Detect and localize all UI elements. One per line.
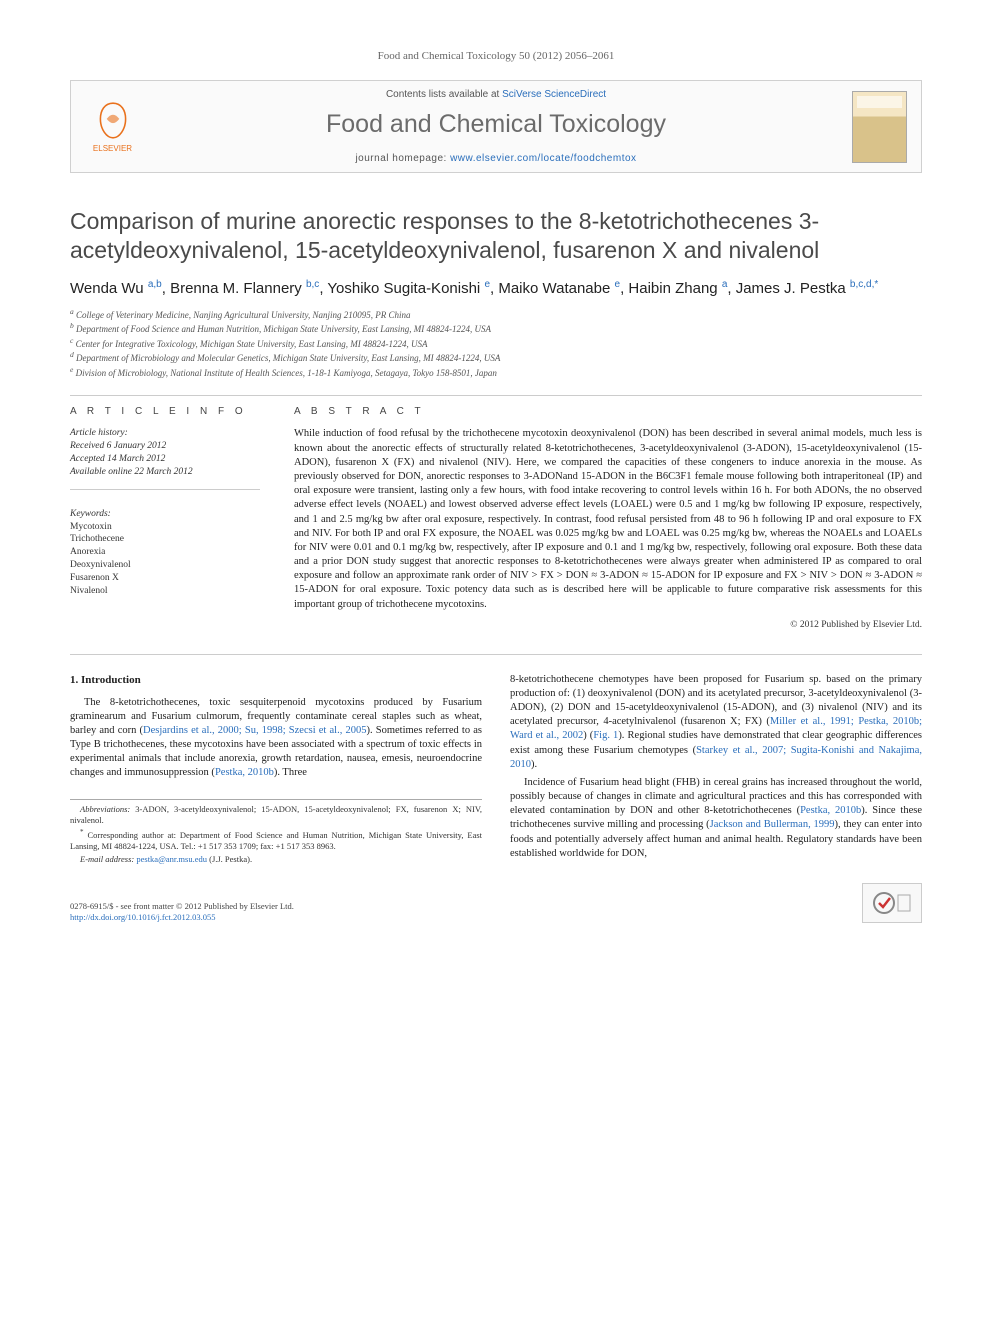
homepage-line: journal homepage: www.elsevier.com/locat… bbox=[140, 153, 852, 164]
citation-link[interactable]: Desjardins et al., 2000; Su, 1998; Szecs… bbox=[143, 725, 366, 736]
email-label: E-mail address: bbox=[80, 854, 134, 864]
affiliation-item: e Division of Microbiology, National Ins… bbox=[70, 365, 922, 380]
body-columns: 1. Introduction The 8-ketotrichothecenes… bbox=[70, 673, 922, 867]
keyword-item: Trichothecene bbox=[70, 534, 124, 544]
homepage-link[interactable]: www.elsevier.com/locate/foodchemtox bbox=[450, 153, 636, 164]
doi-link[interactable]: http://dx.doi.org/10.1016/j.fct.2012.03.… bbox=[70, 912, 216, 922]
text-fragment: ) ( bbox=[583, 730, 593, 741]
keyword-item: Nivalenol bbox=[70, 586, 107, 596]
keyword-item: Mycotoxin bbox=[70, 522, 112, 532]
elsevier-logo: ELSEVIER bbox=[85, 97, 140, 157]
intro-paragraph-1: The 8-ketotrichothecenes, toxic sesquite… bbox=[70, 696, 482, 781]
page-footer: 0278-6915/$ - see front matter © 2012 Pu… bbox=[70, 883, 922, 923]
text-fragment: ). bbox=[531, 759, 537, 770]
crossmark-badge[interactable] bbox=[862, 883, 922, 923]
history-label: Article history: bbox=[70, 428, 128, 438]
divider bbox=[70, 395, 922, 396]
affiliation-item: c Center for Integrative Toxicology, Mic… bbox=[70, 336, 922, 351]
intro-heading: 1. Introduction bbox=[70, 673, 482, 688]
homepage-prefix: journal homepage: bbox=[355, 153, 450, 164]
corresponding-text: Corresponding author at: Department of F… bbox=[70, 830, 482, 851]
citation-link[interactable]: Jackson and Bullerman, 1999 bbox=[710, 819, 835, 830]
history-accepted: Accepted 14 March 2012 bbox=[70, 454, 165, 464]
intro-paragraph-2: 8-ketotrichothecene chemotypes have been… bbox=[510, 673, 922, 772]
article-history: Article history: Received 6 January 2012… bbox=[70, 427, 260, 478]
affiliation-item: b Department of Food Science and Human N… bbox=[70, 321, 922, 336]
history-online: Available online 22 March 2012 bbox=[70, 467, 193, 477]
affiliations-list: a College of Veterinary Medicine, Nanjin… bbox=[70, 307, 922, 380]
footer-copyright: © 2012 Published by Elsevier Ltd. bbox=[176, 901, 294, 911]
keywords-label: Keywords: bbox=[70, 509, 111, 519]
citation-link[interactable]: Pestka, 2010b bbox=[800, 805, 861, 816]
contents-line: Contents lists available at SciVerse Sci… bbox=[140, 89, 852, 100]
journal-cover-thumbnail bbox=[852, 91, 907, 163]
email-suffix: (J.J. Pestka). bbox=[207, 854, 252, 864]
email-link[interactable]: pestka@anr.msu.edu bbox=[136, 854, 207, 864]
contents-prefix: Contents lists available at bbox=[386, 89, 502, 100]
footnotes: Abbreviations: 3-ADON, 3-acetyldeoxyniva… bbox=[70, 799, 482, 865]
journal-header-box: ELSEVIER Contents lists available at Sci… bbox=[70, 80, 922, 173]
citation-link[interactable]: Pestka, 2010b bbox=[215, 767, 274, 778]
keywords-block: Keywords: Mycotoxin Trichothecene Anorexia… bbox=[70, 508, 260, 598]
affiliation-item: d Department of Microbiology and Molecul… bbox=[70, 350, 922, 365]
figure-link[interactable]: Fig. 1 bbox=[593, 730, 618, 741]
article-title: Comparison of murine anorectic responses… bbox=[70, 207, 922, 265]
divider bbox=[70, 489, 260, 490]
keyword-item: Anorexia bbox=[70, 547, 105, 557]
divider bbox=[70, 654, 922, 655]
article-info-heading: A R T I C L E I N F O bbox=[70, 406, 260, 417]
abstract-text: While induction of food refusal by the t… bbox=[294, 427, 922, 611]
journal-name: Food and Chemical Toxicology bbox=[140, 110, 852, 139]
history-received: Received 6 January 2012 bbox=[70, 441, 166, 451]
abstract-heading: A B S T R A C T bbox=[294, 406, 922, 417]
abbrev-text: 3-ADON, 3-acetyldeoxynivalenol; 15-ADON,… bbox=[70, 804, 482, 825]
publisher-name: ELSEVIER bbox=[93, 144, 132, 153]
intro-paragraph-3: Incidence of Fusarium head blight (FHB) … bbox=[510, 776, 922, 861]
abbrev-label: Abbreviations: bbox=[80, 804, 130, 814]
footer-front-matter: 0278-6915/$ - see front matter bbox=[70, 901, 176, 911]
scidirect-link[interactable]: SciVerse ScienceDirect bbox=[502, 89, 606, 100]
journal-reference: Food and Chemical Toxicology 50 (2012) 2… bbox=[70, 50, 922, 62]
authors-list: Wenda Wu a,b, Brenna M. Flannery b,c, Yo… bbox=[70, 279, 922, 297]
affiliation-item: a College of Veterinary Medicine, Nanjin… bbox=[70, 307, 922, 322]
keyword-item: Deoxynivalenol bbox=[70, 560, 131, 570]
keyword-item: Fusarenon X bbox=[70, 573, 119, 583]
text-fragment: ). Three bbox=[274, 767, 307, 778]
abstract-copyright: © 2012 Published by Elsevier Ltd. bbox=[294, 620, 922, 630]
